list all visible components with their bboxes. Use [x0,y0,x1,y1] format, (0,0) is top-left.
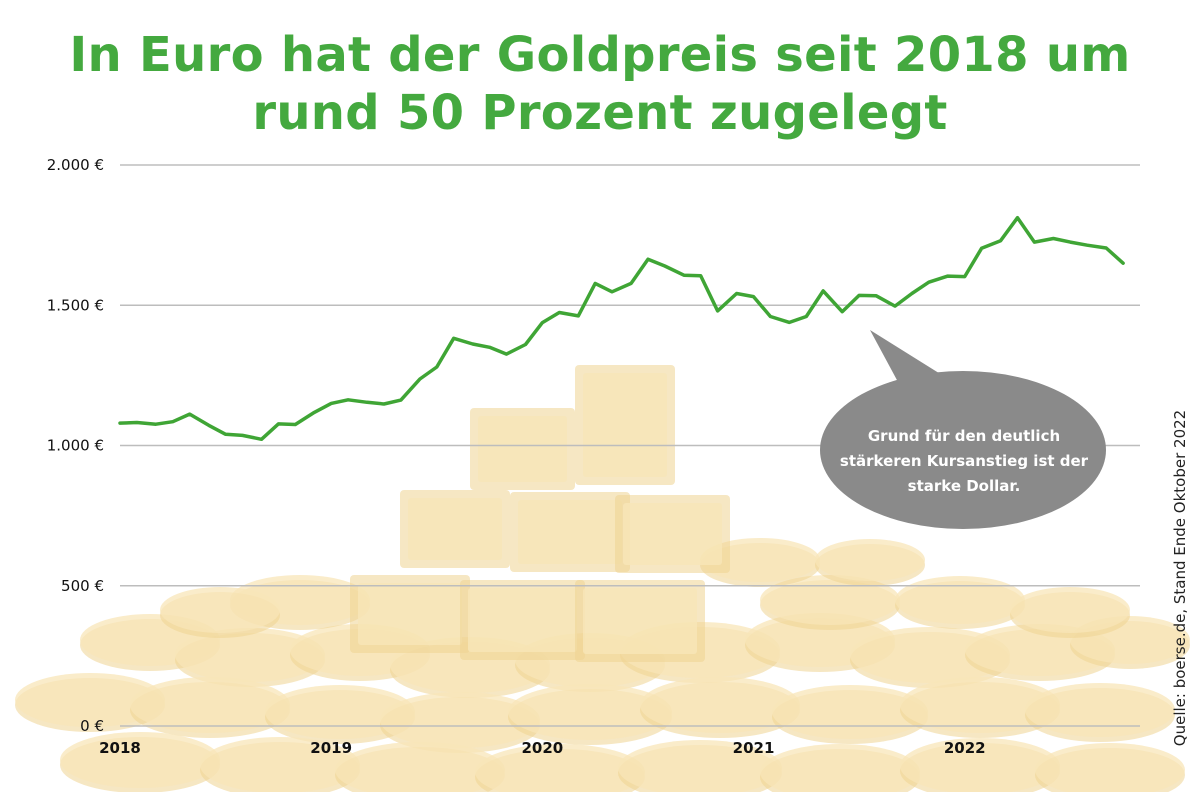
callout-text: Grund für den deutlich stärkeren Kursans… [839,427,1089,495]
gold-bars-and-coins-illustration [15,365,1190,792]
coin [1025,683,1175,737]
gold-bar-face [623,503,722,565]
y-axis-ticks: 2.000 € 1.500 € 1.000 € 500 € 0 € [47,156,104,735]
gold-bar-face [358,583,462,645]
coin [760,575,900,625]
gold-bar-face [408,498,502,560]
coin [760,744,920,792]
source-note: Quelle: boerse.de, Stand Ende Oktober 20… [1171,409,1189,747]
coin [1010,587,1130,633]
coin [380,692,540,748]
chart-title: In Euro hat der Goldpreis seit 2018 um r… [0,26,1200,142]
coin [895,576,1025,624]
coin [60,732,220,788]
coin [130,677,290,733]
coin [900,738,1060,792]
y-tick-label: 0 € [80,717,104,735]
gold-bar-face [583,373,667,477]
coin [175,628,325,682]
x-tick-label: 2021 [733,739,775,757]
x-tick-label: 2018 [99,739,141,757]
callout-body [820,371,1106,529]
x-tick-label: 2019 [310,739,352,757]
x-tick-label: 2022 [944,739,986,757]
coin [640,677,800,733]
coin [1035,743,1185,792]
series-line [118,215,1125,442]
chart-title-line-2: rund 50 Prozent zugelegt [252,85,948,141]
callout-bubble [820,330,1106,529]
coin [475,744,645,792]
coin [815,539,925,581]
gold-bar-face [583,588,697,654]
y-tick-label: 1.500 € [47,296,104,314]
chart-title-line-1: In Euro hat der Goldpreis seit 2018 um [69,27,1131,83]
coin [15,673,165,727]
y-tick-label: 500 € [61,577,104,595]
coin [160,587,280,633]
y-tick-label: 1.000 € [47,437,104,455]
series-gold-price [118,215,1125,442]
coin [200,737,360,792]
gold-bar-face [478,416,567,482]
y-tick-label: 2.000 € [47,156,104,174]
x-tick-label: 2020 [521,739,563,757]
gold-bar-face [468,588,577,652]
coin [335,742,505,792]
x-axis-ticks: 2018 2019 2020 2021 2022 [99,739,985,757]
coin [900,677,1060,733]
gold-bar-face [518,500,622,564]
coin [618,740,782,792]
